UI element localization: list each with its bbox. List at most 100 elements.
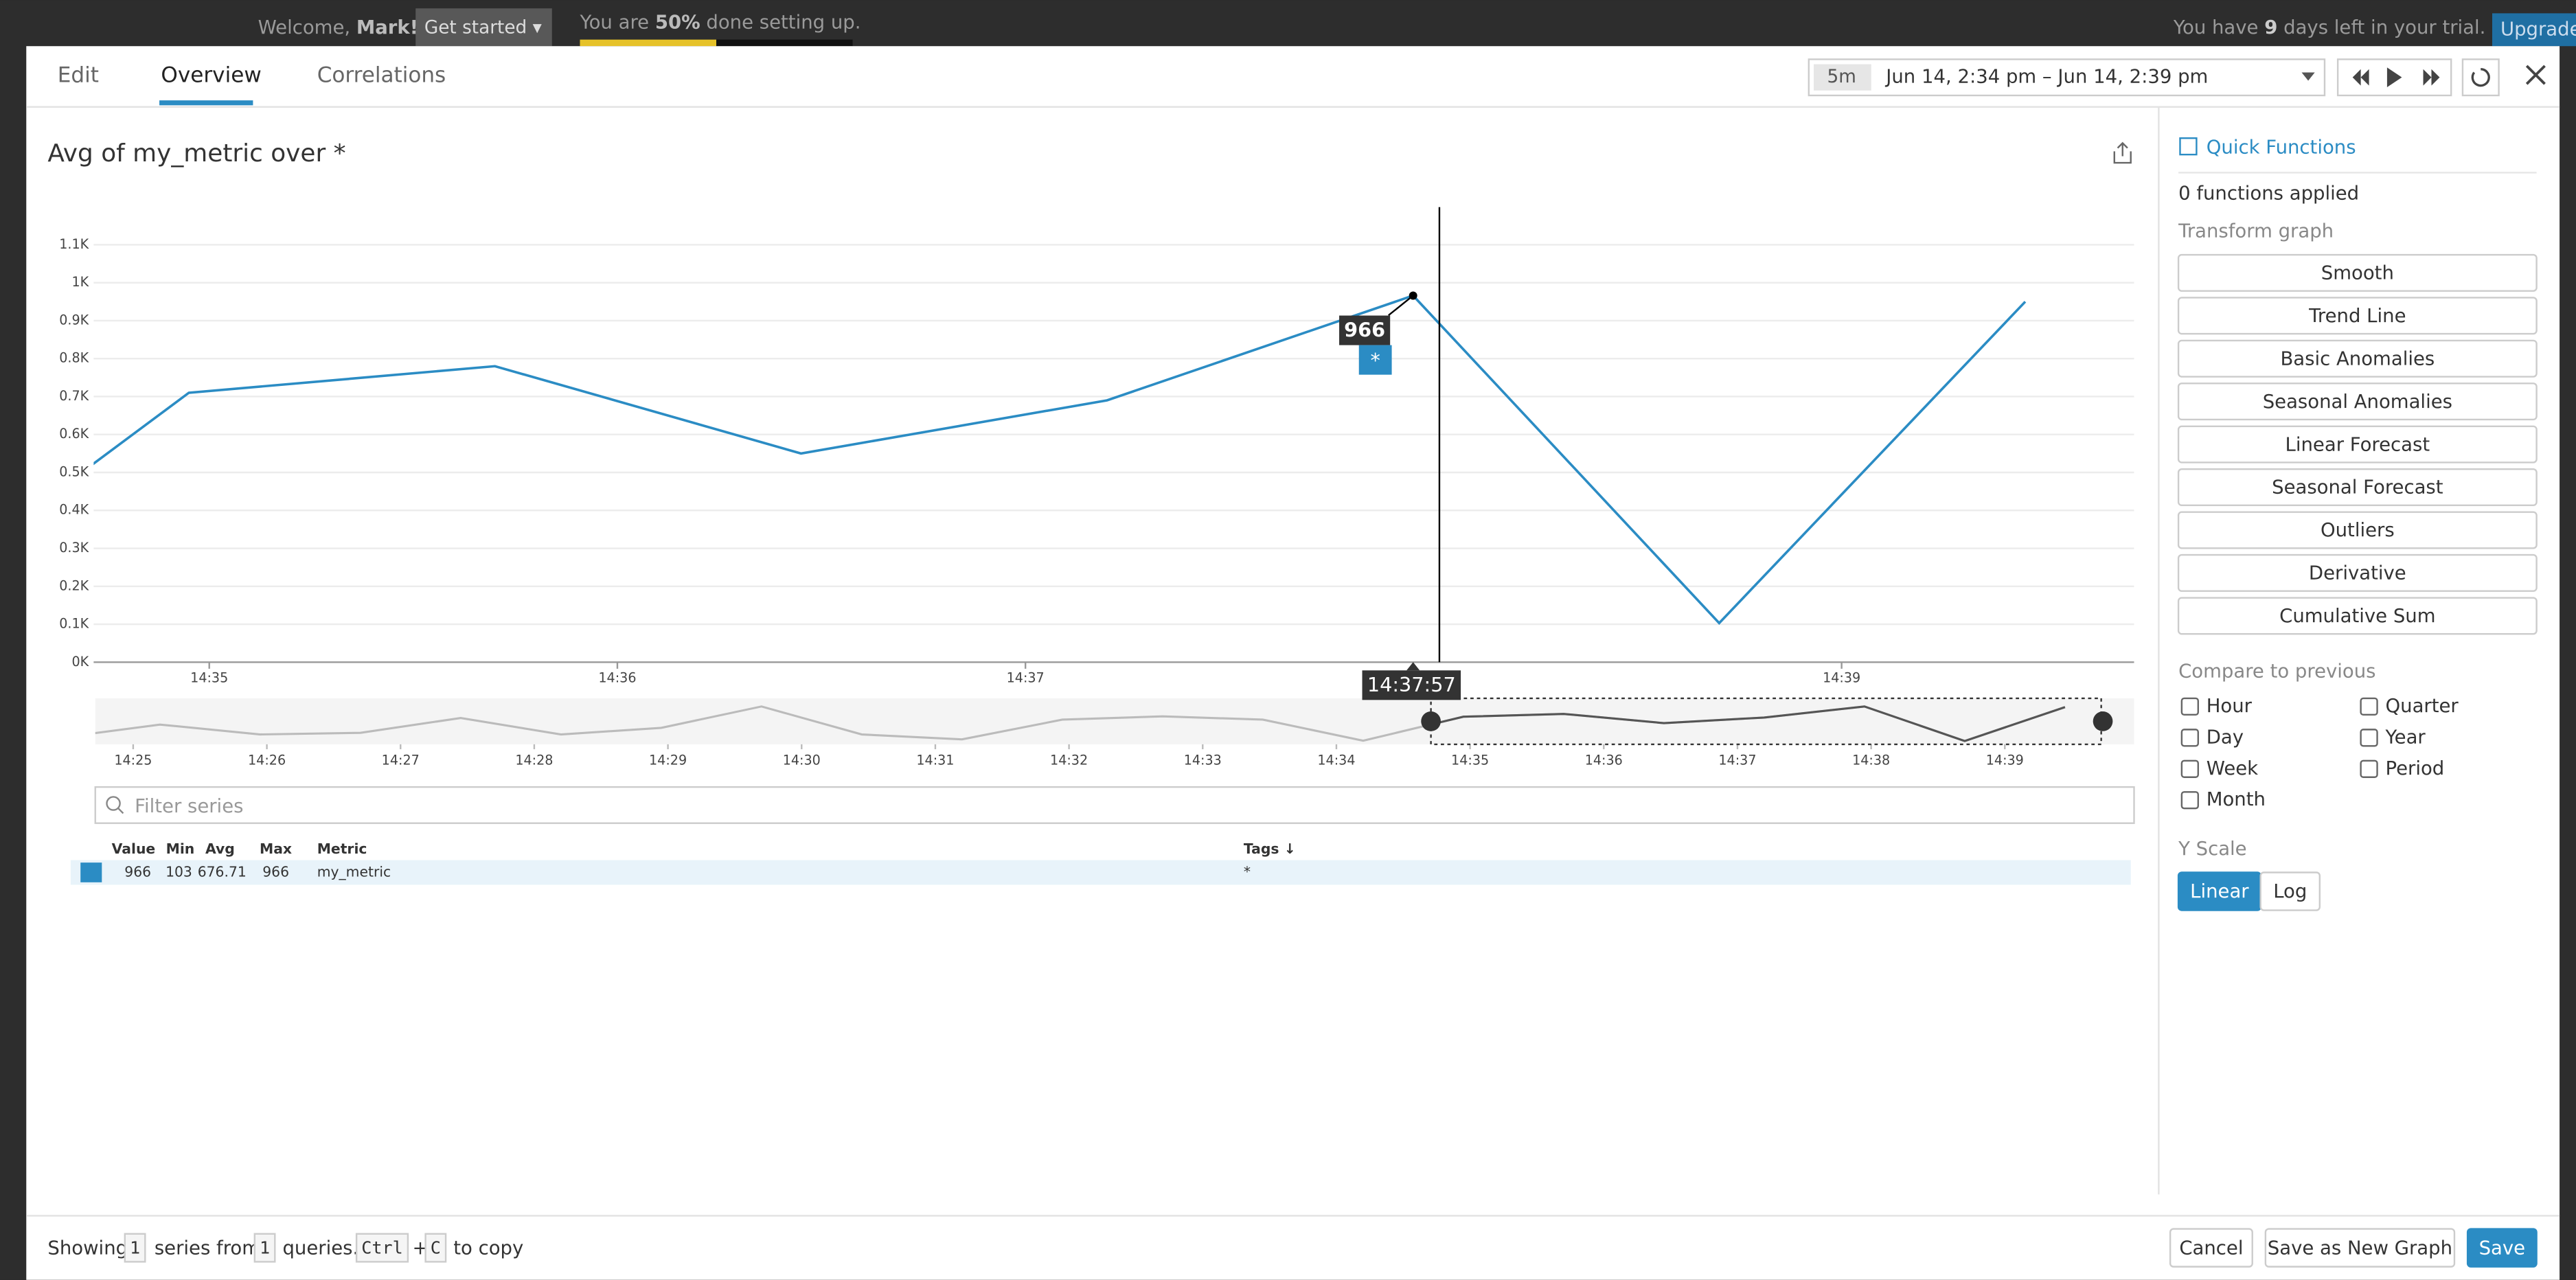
transform-button[interactable] (2177, 339, 2538, 378)
navigator-tick-label: 14:33 (1184, 752, 1222, 768)
y-tick-label: 0.9K (59, 312, 89, 328)
plot: 0K 0.1K 0.2K 0.3K 0.4K 0.5K 0.6K 0.7K 0.8K 0.9K 1K… (59, 236, 2134, 768)
span-label: 5m (1827, 67, 1856, 87)
transform-label[interactable]: Outliers (2321, 519, 2395, 541)
compare-option[interactable]: Period (2386, 757, 2445, 779)
time-tooltip: 14:37:57 (1367, 673, 1456, 696)
search-icon (106, 796, 121, 811)
forward-button[interactable] (2423, 69, 2440, 86)
transform-label[interactable]: Linear Forecast (2286, 433, 2430, 455)
hover-point (1409, 291, 1417, 300)
footer-text: queries. (282, 1237, 358, 1259)
transform-button[interactable] (2177, 297, 2538, 335)
transform-label[interactable]: Basic Anomalies (2280, 347, 2435, 369)
footer-chip-text: 1 (260, 1237, 270, 1257)
transform-label[interactable]: Trend Line (2308, 305, 2406, 327)
tab-overview[interactable]: Overview (161, 62, 261, 87)
transform-button[interactable] (2177, 597, 2538, 635)
selection-handle-right[interactable] (2093, 711, 2113, 731)
navigator-tick-label: 14:39 (1986, 752, 2024, 768)
navigator-tick-label: 14:25 (114, 752, 152, 768)
tooltip-value: 966 (1344, 318, 1385, 341)
search-icon-handle (117, 808, 124, 814)
compare-checkbox[interactable] (2180, 697, 2199, 716)
footer-button-label[interactable]: Save as New Graph (2268, 1237, 2452, 1259)
time-tooltip-box (1362, 670, 1461, 700)
footer-chip (424, 1233, 447, 1263)
dropdown-arrow[interactable] (2301, 72, 2315, 81)
scale-option[interactable]: Log (2273, 880, 2307, 902)
footer-text: series from (155, 1237, 260, 1259)
selection-handle-left[interactable] (1421, 711, 1441, 731)
tab-edit[interactable]: Edit (58, 62, 99, 87)
get-started-label[interactable]: Get started ▾ (424, 17, 543, 38)
tab-correlations[interactable]: Correlations (317, 62, 446, 87)
compare-checkbox[interactable] (2180, 791, 2199, 810)
table-row[interactable] (70, 860, 2131, 885)
reset-button[interactable] (2461, 58, 2500, 97)
transform-button[interactable] (2177, 382, 2538, 421)
transform-button[interactable] (2177, 553, 2538, 592)
compare-option[interactable]: Quarter (2386, 695, 2459, 717)
compare-option[interactable]: Year (2385, 726, 2426, 748)
transform-button[interactable] (2177, 253, 2538, 292)
compare-checkbox[interactable] (2180, 729, 2199, 747)
scale-option[interactable]: Linear (2190, 880, 2249, 902)
footer-button[interactable] (2169, 1228, 2253, 1268)
table-cell: 966 (124, 863, 151, 880)
footer-button[interactable] (2466, 1228, 2538, 1268)
x-tick-label: 14:35 (190, 670, 228, 686)
compare-checkbox[interactable] (2180, 759, 2199, 778)
compare-checkbox[interactable] (2360, 729, 2378, 747)
close-button[interactable] (2525, 65, 2546, 85)
get-started-button[interactable] (415, 8, 552, 47)
navigator-tick-label: 14:26 (248, 752, 286, 768)
filter-box[interactable] (94, 786, 2135, 824)
compare-checkbox[interactable] (2360, 759, 2378, 778)
transform-label[interactable]: Derivative (2309, 562, 2406, 584)
navigator-tick-label: 14:36 (1585, 752, 1623, 768)
footer-button-label[interactable]: Cancel (2179, 1237, 2243, 1259)
tab-underline (159, 100, 253, 106)
progress-suffix: done setting up. (706, 12, 860, 34)
transform-button[interactable] (2177, 468, 2538, 507)
compare-option[interactable]: Hour (2207, 695, 2253, 717)
compare-label: Compare to previous (2178, 661, 2375, 683)
play-button[interactable] (2386, 67, 2402, 88)
upgrade-button[interactable] (2492, 13, 2576, 47)
rewind-button[interactable] (2352, 69, 2369, 86)
compare-option[interactable]: Month (2207, 788, 2266, 810)
navigator-tick-label: 14:27 (382, 752, 420, 768)
table-header: Avg (205, 841, 235, 857)
upgrade-label[interactable]: Upgrade (2500, 18, 2576, 40)
transform-label[interactable]: Cumulative Sum (2279, 605, 2435, 627)
compare-option[interactable]: Week (2207, 757, 2258, 779)
x-tick-label: 14:37 (1007, 670, 1045, 686)
hover-layer: 966 * 14:37:57 (1339, 207, 1461, 700)
transform-button[interactable] (2177, 511, 2538, 549)
table-header: Max (260, 841, 292, 857)
compare-checkbox[interactable] (2360, 697, 2378, 716)
transform-label[interactable]: Seasonal Anomalies (2263, 391, 2452, 413)
y-tick-label: 0K (71, 654, 89, 670)
share-icon[interactable] (2113, 141, 2132, 164)
trial-suffix: days left in your trial. (2283, 16, 2485, 38)
quick-functions-icon (2179, 137, 2198, 156)
transform-label[interactable]: Smooth (2321, 262, 2394, 284)
table-header: Value (112, 841, 156, 857)
user-name: Mark! (356, 16, 418, 38)
footer-text: + (412, 1237, 428, 1259)
footer-button[interactable] (2264, 1228, 2456, 1268)
scale-button[interactable] (2259, 871, 2321, 911)
transform-label[interactable]: Seasonal Forecast (2272, 477, 2443, 499)
quick-functions-title[interactable]: Quick Functions (2207, 137, 2356, 159)
timeframe-picker[interactable] (1808, 58, 2326, 97)
navigator-tick-label: 14:29 (649, 752, 687, 768)
tooltip-tag-box (1358, 345, 1392, 375)
navigator-tick-label: 14:28 (515, 752, 553, 768)
functions-status: 0 functions applied (2178, 183, 2359, 205)
navigator-tick-label: 14:35 (1451, 752, 1489, 768)
transform-button[interactable] (2177, 425, 2538, 464)
footer-button-label[interactable]: Save (2479, 1237, 2526, 1259)
compare-option[interactable]: Day (2207, 726, 2244, 748)
